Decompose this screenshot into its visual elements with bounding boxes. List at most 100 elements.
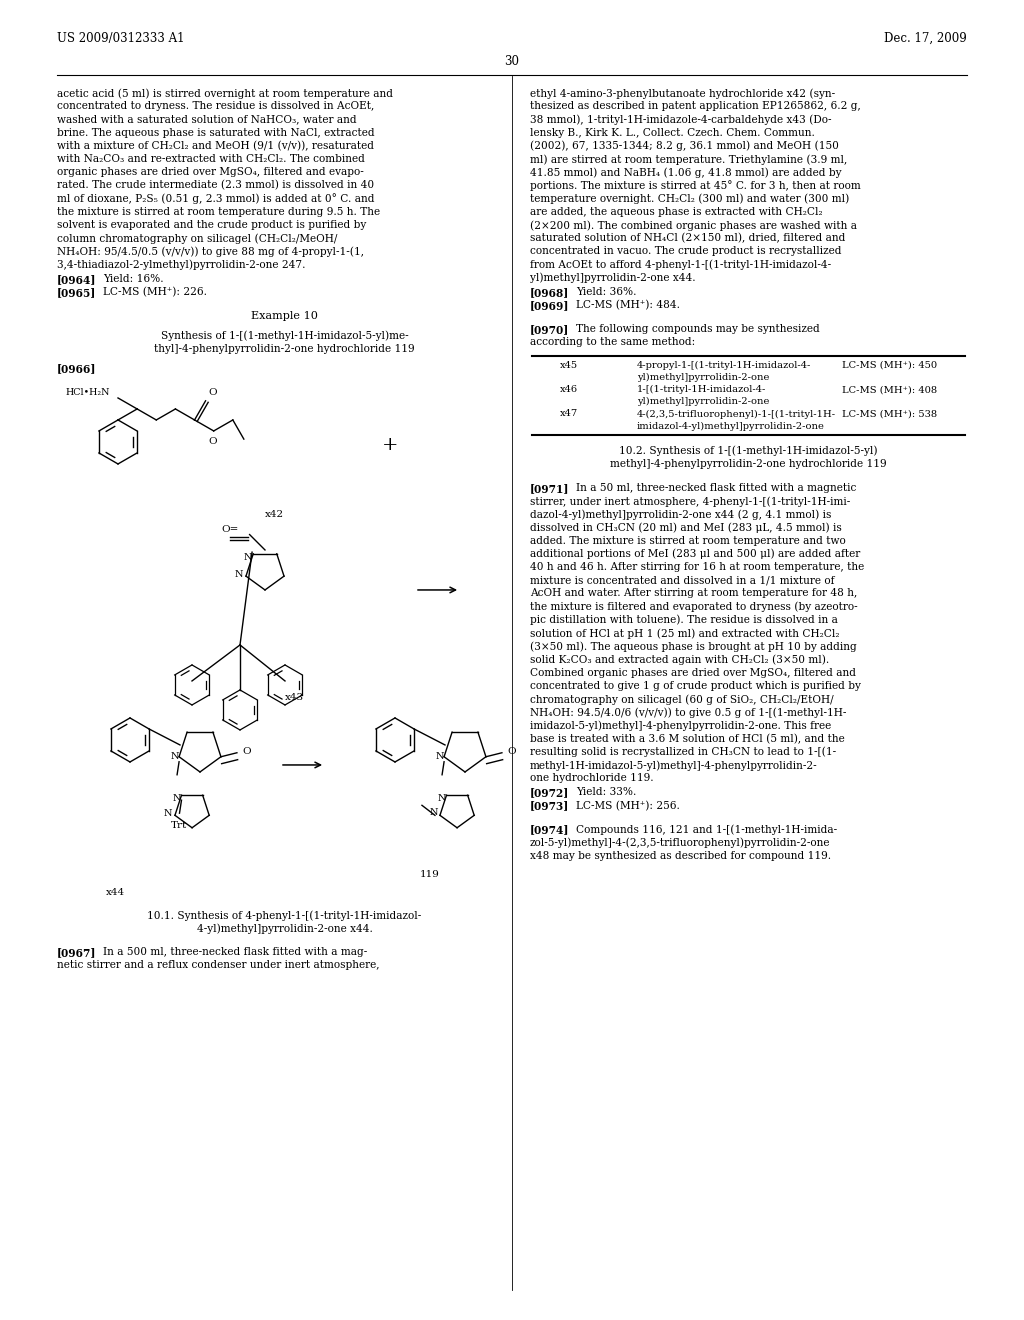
Text: concentrated to dryness. The residue is dissolved in AcOEt,: concentrated to dryness. The residue is … [57,102,374,111]
Text: Yield: 33%.: Yield: 33%. [575,788,636,797]
Text: chromatography on silicagel (60 g of SiO₂, CH₂Cl₂/EtOH/: chromatography on silicagel (60 g of SiO… [530,694,834,705]
Text: Trt: Trt [171,821,187,830]
Text: concentrated in vacuo. The crude product is recrystallized: concentrated in vacuo. The crude product… [530,247,842,256]
Text: x46: x46 [560,385,579,395]
Text: O: O [209,388,217,397]
Text: LC-MS (MH⁺): 538: LC-MS (MH⁺): 538 [842,409,937,418]
Text: ethyl 4-amino-3-phenylbutanoate hydrochloride x42 (syn-: ethyl 4-amino-3-phenylbutanoate hydrochl… [530,88,836,99]
Text: solid K₂CO₃ and extracted again with CH₂Cl₂ (3×50 ml).: solid K₂CO₃ and extracted again with CH₂… [530,655,829,665]
Text: dazol-4-yl)methyl]pyrrolidin-2-one x44 (2 g, 4.1 mmol) is: dazol-4-yl)methyl]pyrrolidin-2-one x44 (… [530,510,831,520]
Text: column chromatography on silicagel (CH₂Cl₂/MeOH/: column chromatography on silicagel (CH₂C… [57,234,337,244]
Text: (2002), 67, 1335-1344; 8.2 g, 36.1 mmol) and MeOH (150: (2002), 67, 1335-1344; 8.2 g, 36.1 mmol)… [530,141,839,152]
Text: LC-MS (MH⁺): 226.: LC-MS (MH⁺): 226. [103,286,207,297]
Text: dissolved in CH₃CN (20 ml) and MeI (283 μL, 4.5 mmol) is: dissolved in CH₃CN (20 ml) and MeI (283 … [530,523,842,533]
Text: the mixture is stirred at room temperature during 9.5 h. The: the mixture is stirred at room temperatu… [57,207,380,216]
Text: 38 mmol), 1-trityl-1H-imidazole-4-carbaldehyde x43 (Do-: 38 mmol), 1-trityl-1H-imidazole-4-carbal… [530,115,831,125]
Text: 40 h and 46 h. After stirring for 16 h at room temperature, the: 40 h and 46 h. After stirring for 16 h a… [530,562,864,572]
Text: additional portions of MeI (283 μl and 500 μl) are added after: additional portions of MeI (283 μl and 5… [530,549,860,560]
Text: methyl]-4-phenylpyrrolidin-2-one hydrochloride 119: methyl]-4-phenylpyrrolidin-2-one hydroch… [610,459,887,469]
Text: LC-MS (MH⁺): 408: LC-MS (MH⁺): 408 [842,385,937,395]
Text: thesized as described in patent application EP1265862, 6.2 g,: thesized as described in patent applicat… [530,102,861,111]
Text: concentrated to give 1 g of crude product which is purified by: concentrated to give 1 g of crude produc… [530,681,861,690]
Text: N: N [172,793,181,803]
Text: [0966]: [0966] [57,363,96,375]
Text: HCl•H₂N: HCl•H₂N [66,388,111,397]
Text: x45: x45 [560,360,579,370]
Text: NH₄OH: 94.5/4.0/6 (v/v/v)) to give 0.5 g of 1-[(1-methyl-1H-: NH₄OH: 94.5/4.0/6 (v/v/v)) to give 0.5 g… [530,708,847,718]
Text: 10.2. Synthesis of 1-[(1-methyl-1H-imidazol-5-yl): 10.2. Synthesis of 1-[(1-methyl-1H-imida… [620,446,878,457]
Text: zol-5-yl)methyl]-4-(2,3,5-trifluorophenyl)pyrrolidin-2-one: zol-5-yl)methyl]-4-(2,3,5-trifluoropheny… [530,838,830,849]
Text: O=: O= [221,525,239,535]
Text: imidazol-4-yl)methyl]pyrrolidin-2-one: imidazol-4-yl)methyl]pyrrolidin-2-one [637,421,825,430]
Text: 4-propyl-1-[(1-trityl-1H-imidazol-4-: 4-propyl-1-[(1-trityl-1H-imidazol-4- [637,360,811,370]
Text: acetic acid (5 ml) is stirred overnight at room temperature and: acetic acid (5 ml) is stirred overnight … [57,88,393,99]
Text: temperature overnight. CH₂Cl₂ (300 ml) and water (300 ml): temperature overnight. CH₂Cl₂ (300 ml) a… [530,194,849,205]
Text: N: N [437,793,445,803]
Text: N: N [171,752,179,762]
Text: are added, the aqueous phase is extracted with CH₂Cl₂: are added, the aqueous phase is extracte… [530,207,822,216]
Text: [0970]: [0970] [530,323,569,335]
Text: saturated solution of NH₄Cl (2×150 ml), dried, filtered and: saturated solution of NH₄Cl (2×150 ml), … [530,234,846,244]
Text: x42: x42 [265,510,284,519]
Text: [0968]: [0968] [530,286,569,298]
Text: mixture is concentrated and dissolved in a 1/1 mixture of: mixture is concentrated and dissolved in… [530,576,835,585]
Text: 4-yl)methyl]pyrrolidin-2-one x44.: 4-yl)methyl]pyrrolidin-2-one x44. [197,923,373,933]
Text: Compounds 116, 121 and 1-[(1-methyl-1H-imida-: Compounds 116, 121 and 1-[(1-methyl-1H-i… [575,825,838,836]
Text: solution of HCl at pH 1 (25 ml) and extracted with CH₂Cl₂: solution of HCl at pH 1 (25 ml) and extr… [530,628,840,639]
Text: brine. The aqueous phase is saturated with NaCl, extracted: brine. The aqueous phase is saturated wi… [57,128,375,137]
Text: x44: x44 [105,888,125,898]
Text: added. The mixture is stirred at room temperature and two: added. The mixture is stirred at room te… [530,536,846,545]
Text: N: N [234,570,244,578]
Text: imidazol-5-yl)methyl]-4-phenylpyrrolidin-2-one. This free: imidazol-5-yl)methyl]-4-phenylpyrrolidin… [530,721,831,731]
Text: methyl-1H-imidazol-5-yl)methyl]-4-phenylpyrrolidin-2-: methyl-1H-imidazol-5-yl)methyl]-4-phenyl… [530,760,817,771]
Text: [0974]: [0974] [530,825,569,836]
Text: [0973]: [0973] [530,801,569,812]
Text: resulting solid is recrystallized in CH₃CN to lead to 1-[(1-: resulting solid is recrystallized in CH₃… [530,747,837,758]
Text: rated. The crude intermediate (2.3 mmol) is dissolved in 40: rated. The crude intermediate (2.3 mmol)… [57,181,374,190]
Text: N: N [430,808,438,817]
Text: ml of dioxane, P₂S₅ (0.51 g, 2.3 mmol) is added at 0° C. and: ml of dioxane, P₂S₅ (0.51 g, 2.3 mmol) i… [57,194,375,205]
Text: LC-MS (MH⁺): 484.: LC-MS (MH⁺): 484. [575,300,680,310]
Text: Example 10: Example 10 [251,310,317,321]
Text: LC-MS (MH⁺): 256.: LC-MS (MH⁺): 256. [575,801,680,810]
Text: [0971]: [0971] [530,483,569,494]
Text: Dec. 17, 2009: Dec. 17, 2009 [885,32,967,45]
Text: the mixture is filtered and evaporated to dryness (by azeotro-: the mixture is filtered and evaporated t… [530,602,858,612]
Text: from AcOEt to afford 4-phenyl-1-[(1-trityl-1H-imidazol-4-: from AcOEt to afford 4-phenyl-1-[(1-trit… [530,260,831,271]
Text: Yield: 16%.: Yield: 16%. [103,273,164,284]
Text: solvent is evaporated and the crude product is purified by: solvent is evaporated and the crude prod… [57,220,367,230]
Text: 1-[(1-trityl-1H-imidazol-4-: 1-[(1-trityl-1H-imidazol-4- [637,385,766,395]
Text: x48 may be synthesized as described for compound 119.: x48 may be synthesized as described for … [530,851,831,861]
Text: stirrer, under inert atmosphere, 4-phenyl-1-[(1-trityl-1H-imi-: stirrer, under inert atmosphere, 4-pheny… [530,496,850,507]
Text: thyl]-4-phenylpyrrolidin-2-one hydrochloride 119: thyl]-4-phenylpyrrolidin-2-one hydrochlo… [155,343,415,354]
Text: O: O [209,437,217,446]
Text: Synthesis of 1-[(1-methyl-1H-imidazol-5-yl)me-: Synthesis of 1-[(1-methyl-1H-imidazol-5-… [161,330,409,341]
Text: N: N [436,752,444,762]
Text: In a 50 ml, three-necked flask fitted with a magnetic: In a 50 ml, three-necked flask fitted wi… [575,483,856,492]
Text: AcOH and water. After stirring at room temperature for 48 h,: AcOH and water. After stirring at room t… [530,589,857,598]
Text: O: O [507,747,515,756]
Text: one hydrochloride 119.: one hydrochloride 119. [530,774,653,783]
Text: [0965]: [0965] [57,286,96,298]
Text: yl)methyl]pyrrolidin-2-one: yl)methyl]pyrrolidin-2-one [637,372,769,381]
Text: 4-(2,3,5-trifluorophenyl)-1-[(1-trityl-1H-: 4-(2,3,5-trifluorophenyl)-1-[(1-trityl-1… [637,409,837,418]
Text: 30: 30 [505,55,519,69]
Text: netic stirrer and a reflux condenser under inert atmosphere,: netic stirrer and a reflux condenser und… [57,960,380,970]
Text: LC-MS (MH⁺): 450: LC-MS (MH⁺): 450 [842,360,937,370]
Text: with Na₂CO₃ and re-extracted with CH₂Cl₂. The combined: with Na₂CO₃ and re-extracted with CH₂Cl₂… [57,154,365,164]
Text: NH₄OH: 95/4.5/0.5 (v/v/v)) to give 88 mg of 4-propyl-1-(1,: NH₄OH: 95/4.5/0.5 (v/v/v)) to give 88 mg… [57,247,364,257]
Text: In a 500 ml, three-necked flask fitted with a mag-: In a 500 ml, three-necked flask fitted w… [103,946,368,957]
Text: lensky B., Kirk K. L., Collect. Czech. Chem. Commun.: lensky B., Kirk K. L., Collect. Czech. C… [530,128,815,137]
Text: x47: x47 [560,409,579,418]
Text: The following compounds may be synthesized: The following compounds may be synthesiz… [575,323,820,334]
Text: 41.85 mmol) and NaBH₄ (1.06 g, 41.8 mmol) are added by: 41.85 mmol) and NaBH₄ (1.06 g, 41.8 mmol… [530,168,842,178]
Text: 10.1. Synthesis of 4-phenyl-1-[(1-trityl-1H-imidazol-: 10.1. Synthesis of 4-phenyl-1-[(1-trityl… [147,909,422,920]
Text: (2×200 ml). The combined organic phases are washed with a: (2×200 ml). The combined organic phases … [530,220,857,231]
Text: organic phases are dried over MgSO₄, filtered and evapo-: organic phases are dried over MgSO₄, fil… [57,168,364,177]
Text: +: + [382,436,398,454]
Text: portions. The mixture is stirred at 45° C. for 3 h, then at room: portions. The mixture is stirred at 45° … [530,181,861,191]
Text: according to the same method:: according to the same method: [530,337,695,347]
Text: N: N [244,553,253,562]
Text: O: O [242,747,251,756]
Text: Combined organic phases are dried over MgSO₄, filtered and: Combined organic phases are dried over M… [530,668,856,677]
